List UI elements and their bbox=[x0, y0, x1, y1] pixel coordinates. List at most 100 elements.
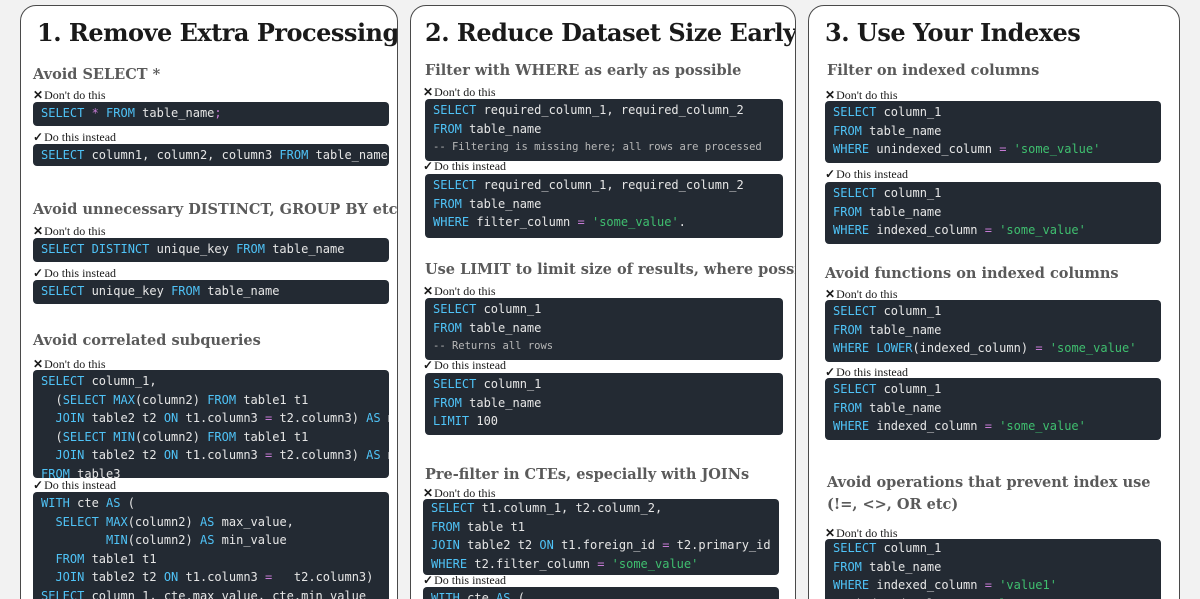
code-token: column_1, cte.max_value, cte.min_value bbox=[91, 588, 367, 599]
code-token: table2 t2 bbox=[91, 411, 164, 425]
code-token: ; bbox=[214, 106, 222, 120]
code-token: table_name bbox=[869, 322, 942, 337]
code-token: FROM bbox=[833, 400, 870, 415]
code-block: SELECT column_1 FROM table_name LIMIT 100 bbox=[425, 373, 783, 435]
code-token: JOIN bbox=[55, 411, 92, 425]
code-token: ( bbox=[41, 392, 63, 407]
code-token: table1 t1 bbox=[243, 392, 309, 407]
code-token: cte bbox=[77, 496, 107, 510]
section-heading: Filter on indexed columns bbox=[827, 62, 1040, 79]
code-token: SELECT MAX bbox=[55, 514, 128, 529]
code-token: SELECT bbox=[41, 374, 92, 388]
code-line: SELECT required_column_1, required_colum… bbox=[433, 101, 775, 120]
code-token bbox=[41, 411, 55, 425]
code-line: SELECT MAX(column2) AS max_value, bbox=[41, 513, 381, 532]
code-token: SELECT MAX bbox=[62, 392, 135, 407]
code-token: 'some_value' bbox=[611, 556, 699, 571]
dont-label: ✕Don't do this bbox=[33, 88, 106, 102]
code-token: table_name bbox=[869, 559, 942, 574]
code-token: min_value bbox=[221, 533, 287, 547]
code-token: 'some_value' bbox=[1013, 142, 1101, 156]
code-token: column_1 bbox=[883, 186, 942, 200]
code-line: WITH cte AS ( bbox=[431, 589, 771, 599]
code-token: SELECT bbox=[41, 284, 92, 298]
code-token: column_1 bbox=[883, 105, 942, 119]
code-token: SELECT bbox=[433, 302, 484, 316]
code-token: SELECT bbox=[433, 103, 484, 117]
code-token: table_name bbox=[469, 196, 542, 211]
code-token: OR bbox=[833, 597, 855, 599]
code-token: column_1 bbox=[883, 382, 942, 396]
code-token: table1 t1 bbox=[243, 429, 309, 444]
code-line: SELECT unique_key FROM table_name bbox=[41, 282, 381, 301]
code-token: LIMIT bbox=[433, 414, 477, 428]
code-token: SELECT bbox=[41, 588, 92, 599]
do-label: ✓Do this instead bbox=[423, 573, 507, 587]
code-line: FROM table3 bbox=[41, 465, 381, 479]
code-line: FROM table_name bbox=[433, 195, 775, 214]
column-remove-extra-processing: 1. Remove Extra Processing Avoid SELECT … bbox=[20, 5, 398, 599]
code-token: table_name bbox=[315, 148, 388, 162]
code-token: table_name bbox=[469, 121, 542, 136]
code-token: column_1 bbox=[483, 302, 542, 316]
code-token: table2 t2 bbox=[467, 538, 540, 552]
code-token: FROM bbox=[433, 196, 470, 211]
code-token: ON bbox=[163, 411, 186, 425]
code-token: SELECT bbox=[833, 541, 884, 555]
code-token: ON bbox=[163, 448, 186, 462]
code-token: FROM bbox=[171, 284, 208, 298]
code-token: t2.filter_column bbox=[474, 556, 598, 571]
code-token: FROM bbox=[433, 121, 470, 136]
code-token: * bbox=[91, 106, 107, 120]
code-line: WHERE filter_column = 'some_value'. bbox=[433, 213, 775, 232]
code-line: JOIN table2 t2 ON t1.foreign_id = t2.pri… bbox=[431, 537, 771, 556]
code-block: SELECT column_1 FROM table_name -- Returns… bbox=[425, 298, 783, 360]
code-token: indexed_column bbox=[876, 419, 985, 433]
code-token: table1 t1 bbox=[91, 551, 157, 566]
code-token: = bbox=[265, 448, 280, 462]
code-token: FROM bbox=[106, 106, 143, 120]
code-token: (indexed_column) bbox=[912, 341, 1036, 355]
code-token: WHERE LOWER bbox=[833, 341, 913, 355]
code-line: WHERE t2.filter_column = 'some_value' bbox=[431, 556, 771, 575]
code-token: unindexed_column bbox=[876, 142, 1000, 156]
code-token: WHERE bbox=[431, 556, 475, 571]
code-line: SELECT column_1 bbox=[433, 300, 775, 319]
section-heading: Filter with WHERE as early as possible bbox=[425, 62, 742, 79]
check-mark-icon: ✓ bbox=[423, 358, 434, 372]
code-line: FROM table_name bbox=[833, 321, 1153, 340]
section-heading: Pre-filter in CTEs, especially with JOIN… bbox=[425, 466, 750, 483]
code-token: unique_key bbox=[156, 242, 237, 256]
code-line: FROM table_name bbox=[833, 559, 1153, 578]
section-heading: Use LIMIT to limit size of results, wher… bbox=[425, 261, 796, 278]
cross-mark-icon: ✕ bbox=[423, 284, 434, 298]
code-token: (column2) bbox=[134, 392, 208, 407]
code-line: SELECT column_1, bbox=[41, 372, 381, 391]
code-token: t2.primary_id bbox=[676, 538, 771, 552]
code-token: = bbox=[662, 538, 677, 552]
code-line: SELECT * FROM table_name; bbox=[41, 104, 381, 123]
code-token: SELECT bbox=[833, 382, 884, 396]
code-line: WHERE indexed_column = 'some_value' bbox=[833, 417, 1153, 436]
code-token: AS bbox=[366, 411, 388, 425]
code-token: column_1, bbox=[91, 374, 157, 388]
check-mark-icon: ✓ bbox=[33, 478, 44, 492]
code-token bbox=[41, 533, 106, 547]
section-heading-line2: (!=, <>, OR etc) bbox=[827, 496, 959, 513]
code-block: SELECT column1, column2, column3 FROM ta… bbox=[33, 144, 389, 166]
cross-mark-icon: ✕ bbox=[33, 224, 44, 238]
code-token: SELECT bbox=[833, 304, 884, 318]
code-token: 'some_value' bbox=[1049, 341, 1137, 355]
code-token: JOIN bbox=[431, 538, 468, 552]
code-token: AS bbox=[199, 514, 222, 529]
code-line: -- Returns all rows bbox=[433, 337, 775, 356]
check-mark-icon: ✓ bbox=[423, 573, 434, 587]
code-token: indexed_column bbox=[876, 578, 985, 592]
code-token: = bbox=[999, 142, 1014, 156]
code-block: SELECT column_1 FROM table_name WHERE inde… bbox=[825, 182, 1161, 244]
code-token: WHERE bbox=[833, 419, 877, 433]
code-block: SELECT t1.column_1, t2.column_2, FROM tab… bbox=[423, 499, 779, 575]
